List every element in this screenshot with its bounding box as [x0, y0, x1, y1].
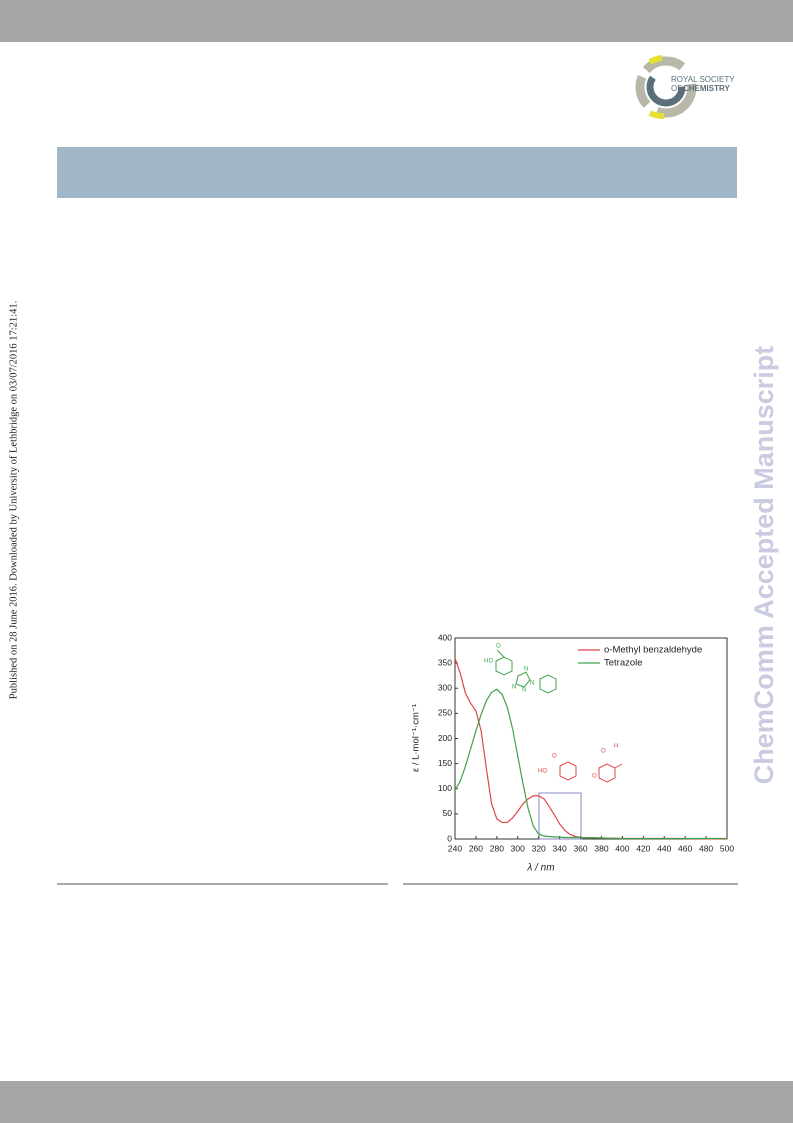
- y-tick-label: 50: [443, 808, 453, 818]
- tetrazole-structure: [495, 649, 557, 694]
- y-tick-label: 200: [438, 733, 452, 743]
- logo-ring-inner: [646, 67, 686, 107]
- atom-label: N: [522, 688, 526, 694]
- y-tick-label: 350: [438, 657, 452, 667]
- x-tick-label: 300: [511, 843, 525, 853]
- bond: [614, 763, 623, 769]
- logo-text: CHEMISTRY: [683, 84, 730, 93]
- atom-label: N: [530, 681, 534, 687]
- top-bar: [0, 0, 793, 42]
- ring: [495, 656, 513, 676]
- y-tick-label: 0: [447, 833, 452, 843]
- x-tick-label: 400: [615, 843, 629, 853]
- x-tick-label: 380: [594, 843, 608, 853]
- x-tick-label: 340: [553, 843, 567, 853]
- bottom-bar: [0, 1081, 793, 1123]
- y-axis-label: ε / L·mol⁻¹·cm⁻¹: [411, 704, 422, 772]
- y-tick-label: 250: [438, 708, 452, 718]
- y-tick-label: 150: [438, 758, 452, 768]
- legend-label: o-Methyl benzaldehyde: [604, 645, 702, 656]
- y-tick-label: 300: [438, 683, 452, 693]
- x-tick-label: 440: [657, 843, 671, 853]
- y-tick-label: 100: [438, 783, 452, 793]
- x-tick-label: 480: [699, 843, 713, 853]
- series-line: [454, 688, 727, 840]
- ring: [515, 671, 531, 688]
- atom-label: HO: [538, 769, 547, 775]
- side-note: Published on 28 June 2016. Downloaded by…: [8, 301, 19, 699]
- atom-label: H: [614, 744, 618, 750]
- logo-ring: [635, 56, 697, 118]
- atom-label: O: [552, 754, 557, 760]
- logo: ROYAL SOCIETY OF CHEMISTRY: [635, 55, 735, 120]
- x-tick-label: 320: [532, 843, 546, 853]
- atom-label: HO: [484, 659, 493, 665]
- logo-accent: [648, 110, 665, 120]
- y-tick-label: 400: [438, 632, 452, 642]
- x-axis-label: λ / nm: [526, 863, 554, 874]
- x-tick-label: 500: [720, 843, 734, 853]
- aldehyde-structure: [559, 761, 623, 783]
- bond: [496, 649, 505, 658]
- x-tick-label: 280: [490, 843, 504, 853]
- atom-label: O: [601, 749, 606, 755]
- watermark: ChemComm Accepted Manuscript: [749, 346, 779, 785]
- atom-label: O: [592, 774, 597, 780]
- x-tick-label: 360: [573, 843, 587, 853]
- x-tick-label: 240: [448, 843, 462, 853]
- ring: [559, 761, 577, 781]
- series-line: [454, 657, 728, 840]
- ring: [539, 674, 557, 694]
- logo-text: OF: [671, 84, 682, 93]
- logo-accent: [648, 55, 663, 65]
- chart: λ / nm ε / L·mol⁻¹·cm⁻¹ O HO N N N N O H…: [411, 632, 735, 873]
- logo-text: ROYAL SOCIETY: [671, 75, 735, 84]
- atom-label: N: [524, 667, 528, 673]
- header-banner: [57, 147, 737, 198]
- x-tick-label: 260: [469, 843, 483, 853]
- x-tick-label: 420: [636, 843, 650, 853]
- legend-label: Tetrazole: [604, 658, 643, 669]
- x-tick-label: 460: [678, 843, 692, 853]
- atom-label: O: [496, 644, 501, 650]
- ring: [598, 763, 616, 783]
- atom-label: N: [512, 685, 516, 691]
